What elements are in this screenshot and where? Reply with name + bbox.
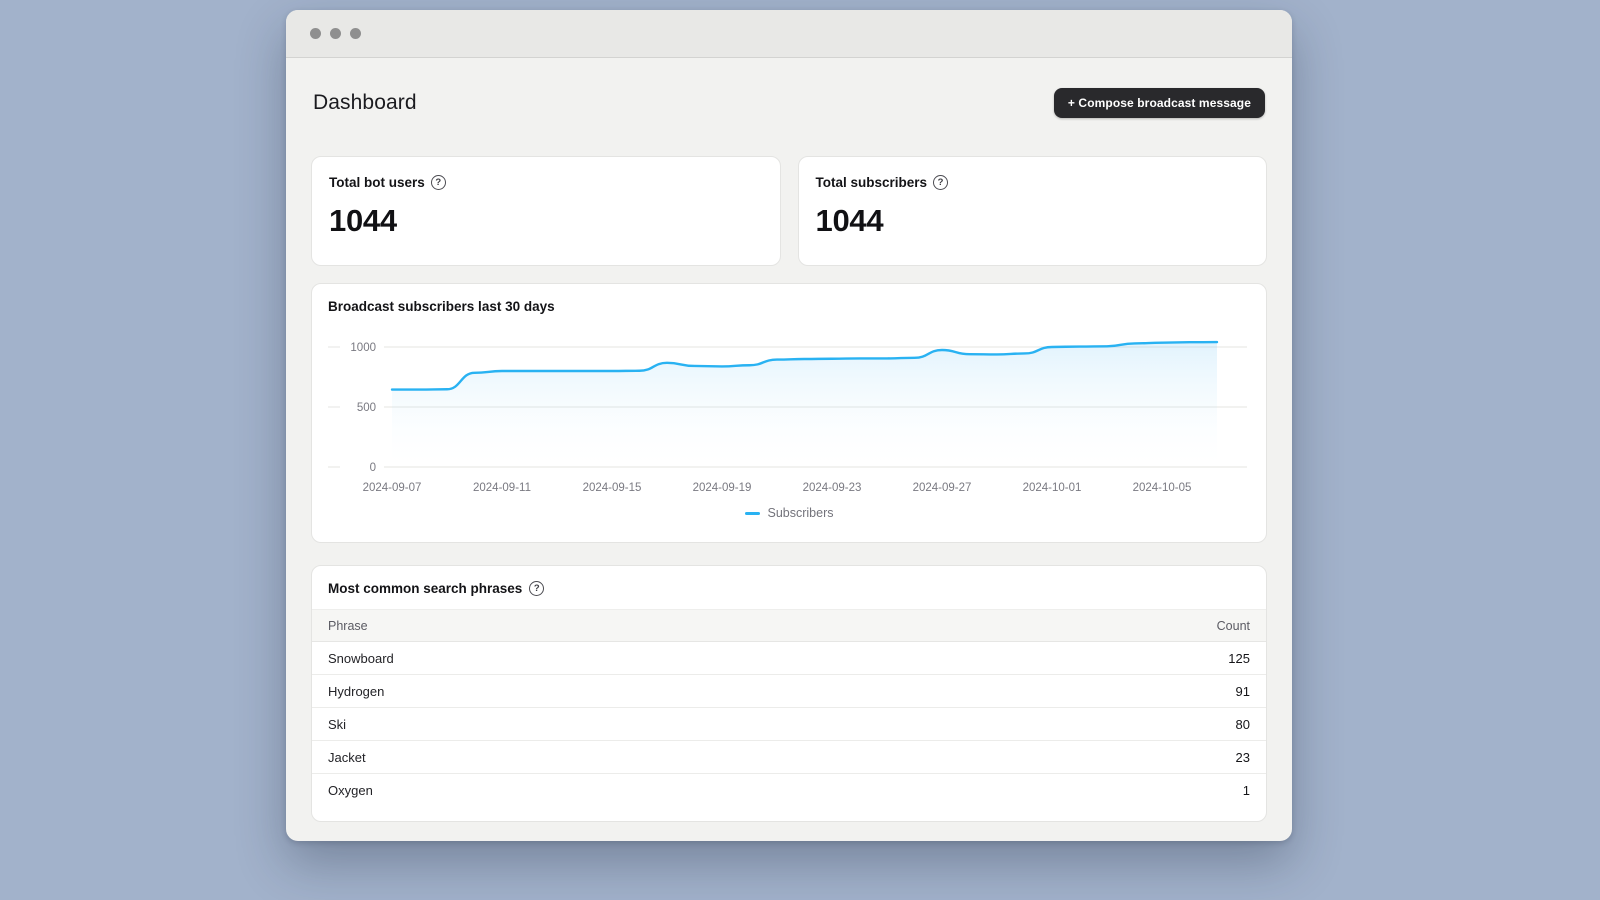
y-axis-tick-label: 0: [370, 462, 376, 474]
column-header-count: Count: [1216, 618, 1250, 633]
table-row: Oxygen 1: [312, 774, 1266, 807]
subscribers-chart: 0 500 1000 2024-09-07 2024-09-11 2024-09-15 20…: [328, 321, 1250, 497]
stats-row: Total bot users ? 1044 Total subscribers…: [311, 156, 1267, 266]
x-axis-tick-label: 2024-10-01: [1023, 482, 1082, 494]
legend-line-swatch: [744, 511, 760, 515]
table-body: Snowboard 125 Hydrogen 91 Ski 80 Jacket 23 Oxyge…: [312, 642, 1266, 807]
phrase-cell: Hydrogen: [328, 683, 385, 699]
legend-label: Subscribers: [767, 506, 834, 520]
subscribers-area: [392, 342, 1217, 467]
count-cell: 91: [1235, 683, 1250, 699]
stat-card-total-bot-users: Total bot users ? 1044: [311, 156, 781, 266]
chart-title: Broadcast subscribers last 30 days: [328, 299, 555, 314]
table-row: Ski 80: [312, 708, 1266, 741]
subscribers-chart-card: Broadcast subscribers last 30 days 0 500 1…: [311, 283, 1267, 543]
count-cell: 1: [1242, 783, 1250, 798]
table-header-row: Phrase Count: [312, 609, 1266, 642]
table-title: Most common search phrases: [328, 581, 523, 596]
phrase-cell: Ski: [328, 716, 347, 732]
traffic-lights: [310, 28, 361, 39]
y-axis-tick-label: 1000: [350, 342, 376, 354]
x-axis-tick-label: 2024-09-19: [693, 482, 752, 494]
count-cell: 125: [1228, 650, 1250, 666]
help-icon[interactable]: ?: [933, 175, 949, 190]
stat-value: 1044: [815, 203, 884, 238]
phrase-cell: Jacket: [328, 749, 366, 765]
x-axis-tick-label: 2024-09-15: [583, 482, 642, 494]
app-window: Dashboard + Compose broadcast message To…: [286, 10, 1292, 841]
window-titlebar: [286, 10, 1292, 58]
x-axis-tick-label: 2024-09-07: [363, 482, 422, 494]
phrase-cell: Snowboard: [328, 650, 394, 666]
x-axis-tick-label: 2024-10-05: [1133, 482, 1192, 494]
count-cell: 23: [1235, 749, 1250, 765]
line-chart: 0 500 1000 2024-09-07 2024-09-11 2024-09-15 20…: [328, 340, 1247, 494]
stat-label: Total subscribers: [815, 175, 928, 190]
help-icon[interactable]: ?: [529, 581, 545, 596]
x-axis-tick-label: 2024-09-23: [803, 482, 862, 494]
subscribers-line: [390, 340, 1219, 391]
table-row: Snowboard 125: [312, 642, 1266, 675]
stat-card-total-subscribers: Total subscribers ? 1044: [797, 156, 1267, 266]
column-header-phrase: Phrase: [328, 618, 368, 633]
x-axis-tick-label: 2024-09-11: [473, 482, 531, 494]
stat-value: 1044: [329, 203, 397, 238]
search-phrases-card: Most common search phrases ? Phrase Coun…: [311, 565, 1267, 822]
traffic-light-zoom-icon[interactable]: [350, 28, 361, 39]
x-axis-tick-label: 2024-09-27: [913, 482, 972, 494]
table-row: Hydrogen 91: [312, 675, 1266, 708]
compose-broadcast-button[interactable]: + Compose broadcast message: [1053, 88, 1265, 118]
traffic-light-close-icon[interactable]: [310, 28, 321, 39]
chart-legend: Subscribers: [328, 506, 1250, 520]
page-title: Dashboard: [313, 91, 417, 114]
count-cell: 80: [1235, 716, 1250, 732]
table-row: Jacket 23: [312, 741, 1266, 774]
traffic-light-minimize-icon[interactable]: [330, 28, 341, 39]
y-axis-tick-label: 500: [357, 402, 376, 414]
dashboard-content: Dashboard + Compose broadcast message To…: [286, 58, 1292, 822]
stat-label: Total bot users: [329, 175, 425, 190]
phrase-cell: Oxygen: [328, 783, 373, 798]
help-icon[interactable]: ?: [430, 175, 446, 190]
page-header: Dashboard + Compose broadcast message: [311, 88, 1267, 118]
